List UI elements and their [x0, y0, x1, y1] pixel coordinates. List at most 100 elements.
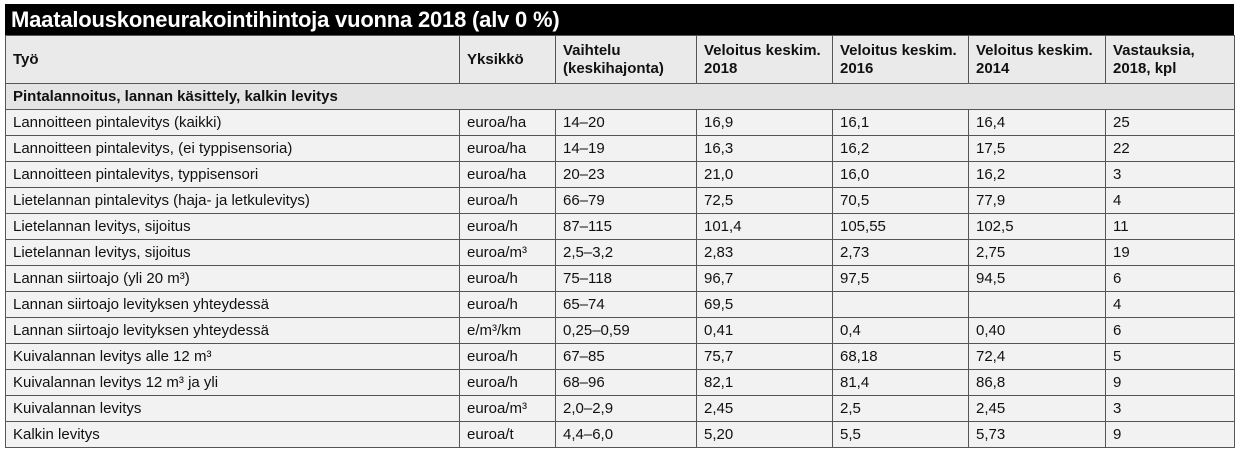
table-cell: 0,41 [696, 317, 833, 344]
table-cell: 72,4 [968, 343, 1106, 370]
table-cell: 19 [1105, 239, 1235, 266]
table-cell: 9 [1105, 369, 1235, 396]
table-cell: 3 [1105, 395, 1235, 422]
table-cell: 105,55 [832, 213, 969, 240]
table-cell: euroa/m³ [459, 239, 556, 266]
table-cell: 68,18 [832, 343, 969, 370]
table-cell: euroa/ha [459, 161, 556, 188]
table-cell: 16,1 [832, 109, 969, 136]
table-cell: 102,5 [968, 213, 1106, 240]
table-cell: Kuivalannan levitys alle 12 m³ [5, 343, 460, 370]
table-row: Lietelannan levitys, sijoitus euroa/m³ 2,5… [5, 239, 1235, 266]
table-cell: 68–96 [555, 369, 697, 396]
table-cell: 9 [1105, 421, 1235, 448]
table-title: Maatalouskoneurakointihintoja vuonna 201… [5, 4, 1234, 35]
table-cell: 67–85 [555, 343, 697, 370]
table-cell: 77,9 [968, 187, 1106, 214]
table-cell: 69,5 [696, 291, 833, 318]
table-cell: 16,0 [832, 161, 969, 188]
table-row: Lannan siirtoajo levityksen yhteydessä eu… [5, 291, 1235, 318]
table-cell: Lietelannan levitys, sijoitus [5, 213, 460, 240]
table-cell: 6 [1105, 317, 1235, 344]
table-cell: 14–19 [555, 135, 697, 162]
header-yksikko: Yksikkö [459, 35, 556, 84]
header-vaihtelu: Vaihtelu (keskihajonta) [555, 35, 697, 84]
table-cell: 2,73 [832, 239, 969, 266]
table-cell: Lietelannan levitys, sijoitus [5, 239, 460, 266]
table-cell: 2,83 [696, 239, 833, 266]
table-cell: 97,5 [832, 265, 969, 292]
table-cell: 16,3 [696, 135, 833, 162]
table-cell: Kuivalannan levitys [5, 395, 460, 422]
table-row: Kuivalannan levitys alle 12 m³ euroa/h 67–… [5, 343, 1235, 370]
table-cell: Lannoitteen pintalevitys, typpisensori [5, 161, 460, 188]
table-cell: 86,8 [968, 369, 1106, 396]
table-cell: 4 [1105, 291, 1235, 318]
section-row: Pintalannoitus, lannan käsittely, kalkin… [5, 83, 1235, 110]
table-cell: 70,5 [832, 187, 969, 214]
table-cell: 2,0–2,9 [555, 395, 697, 422]
price-table-figure: Maatalouskoneurakointihintoja vuonna 201… [5, 4, 1235, 448]
table-cell: euroa/h [459, 213, 556, 240]
table-cell: 5,73 [968, 421, 1106, 448]
table-cell: 5 [1105, 343, 1235, 370]
table-cell: euroa/h [459, 291, 556, 318]
table-cell: euroa/m³ [459, 395, 556, 422]
table-cell: 3 [1105, 161, 1235, 188]
table-row: Lannoitteen pintalevitys, (ei typpisenso… [5, 135, 1235, 162]
table-cell: 16,2 [832, 135, 969, 162]
table-row: Lannan siirtoajo levityksen yhteydessä e/… [5, 317, 1235, 344]
table-cell: 96,7 [696, 265, 833, 292]
table-cell: euroa/h [459, 187, 556, 214]
header-veloitus-2014: Veloitus keskim. 2014 [968, 35, 1106, 84]
table-cell: 21,0 [696, 161, 833, 188]
table-cell: 87–115 [555, 213, 697, 240]
table-row: Lietelannan levitys, sijoitus euroa/h 87–1… [5, 213, 1235, 240]
table-cell: 2,45 [968, 395, 1106, 422]
table-cell: 72,5 [696, 187, 833, 214]
table-cell: 0,40 [968, 317, 1106, 344]
table-cell: euroa/h [459, 265, 556, 292]
header-vastauksia: Vastauksia, 2018, kpl [1105, 35, 1235, 84]
table-row: Lietelannan pintalevitys (haja- ja letku… [5, 187, 1235, 214]
table-cell: 4 [1105, 187, 1235, 214]
header-row: Työ Yksikkö Vaihtelu (keskihajonta) Velo… [5, 35, 1235, 84]
table-cell: 75,7 [696, 343, 833, 370]
table-cell: 82,1 [696, 369, 833, 396]
table-cell: 2,45 [696, 395, 833, 422]
table-cell: euroa/h [459, 369, 556, 396]
table-cell [832, 291, 969, 318]
table-cell: 94,5 [968, 265, 1106, 292]
table-cell: 2,75 [968, 239, 1106, 266]
header-veloitus-2018: Veloitus keskim. 2018 [696, 35, 833, 84]
table-cell: 2,5–3,2 [555, 239, 697, 266]
table-cell: 65–74 [555, 291, 697, 318]
table-cell: 14–20 [555, 109, 697, 136]
table-row: Lannoitteen pintalevitys (kaikki) euroa/h… [5, 109, 1235, 136]
table-cell: 101,4 [696, 213, 833, 240]
table-row: Kalkin levitys euroa/t 4,4–6,0 5,20 5,5 5,73 9 [5, 421, 1235, 448]
table-cell: 16,4 [968, 109, 1106, 136]
header-tyo: Työ [5, 35, 460, 84]
table-cell: 0,25–0,59 [555, 317, 697, 344]
table-cell: euroa/t [459, 421, 556, 448]
table-cell: 20–23 [555, 161, 697, 188]
table-cell: 16,2 [968, 161, 1106, 188]
table-cell: 17,5 [968, 135, 1106, 162]
table-cell [968, 291, 1106, 318]
table-cell: 75–118 [555, 265, 697, 292]
table-cell: 5,5 [832, 421, 969, 448]
table-cell: euroa/h [459, 343, 556, 370]
table-row: Kuivalannan levitys euroa/m³ 2,0–2,9 2,45 2,… [5, 395, 1235, 422]
table-cell: Lietelannan pintalevitys (haja- ja letku… [5, 187, 460, 214]
section-label: Pintalannoitus, lannan käsittely, kalkin… [5, 83, 1235, 110]
table-row: Lannan siirtoajo (yli 20 m³) euroa/h 75–11… [5, 265, 1235, 292]
table-cell: Lannan siirtoajo (yli 20 m³) [5, 265, 460, 292]
table-cell: euroa/ha [459, 135, 556, 162]
table-cell: 6 [1105, 265, 1235, 292]
table-cell: 16,9 [696, 109, 833, 136]
table-cell: Lannan siirtoajo levityksen yhteydessä [5, 317, 460, 344]
table-cell: 4,4–6,0 [555, 421, 697, 448]
table-cell: 81,4 [832, 369, 969, 396]
table-row: Lannoitteen pintalevitys, typpisensori eu… [5, 161, 1235, 188]
